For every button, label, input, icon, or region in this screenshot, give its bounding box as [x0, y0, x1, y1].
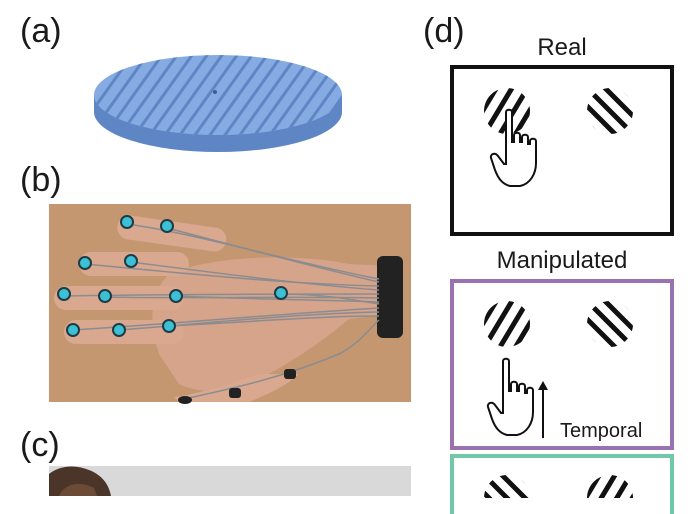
- panel-label-d: (d): [423, 12, 465, 50]
- grating-disk-icon: [484, 475, 530, 498]
- panel-label-a: (a): [20, 12, 62, 50]
- panel-label-c: (c): [20, 426, 60, 464]
- participant-photo: [49, 466, 411, 496]
- hand-pointer-icon: [486, 357, 534, 436]
- grating-disk-icon: [587, 88, 633, 134]
- ridged-disk-surface: [94, 55, 342, 152]
- condition-title-manipulated: Manipulated: [496, 247, 628, 274]
- grating-disk-icon: [587, 475, 633, 498]
- hand-sensor-photo: [49, 204, 411, 404]
- panel-label-b: (b): [20, 161, 62, 199]
- condition-title-real: Real: [537, 34, 587, 61]
- condition-frame-real: [450, 65, 674, 236]
- manipulation-annotation: Temporal: [560, 420, 643, 442]
- arrow-up-icon: [538, 381, 548, 438]
- hand-pointer-icon: [489, 108, 537, 187]
- grating-disk-icon: [484, 301, 530, 347]
- condition-frame-third: [450, 454, 674, 514]
- condition-frame-manipulated: [450, 279, 674, 450]
- grating-disk-icon: [587, 301, 633, 347]
